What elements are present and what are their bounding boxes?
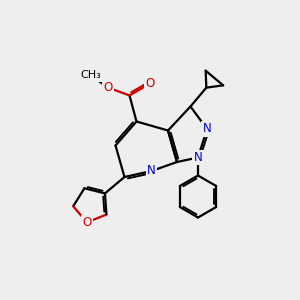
Text: N: N [147, 164, 156, 178]
Text: CH₃: CH₃ [80, 70, 101, 80]
Text: O: O [104, 81, 113, 94]
Text: O: O [145, 77, 154, 90]
Text: N: N [194, 151, 202, 164]
Text: N: N [202, 122, 211, 136]
Text: O: O [82, 216, 92, 229]
